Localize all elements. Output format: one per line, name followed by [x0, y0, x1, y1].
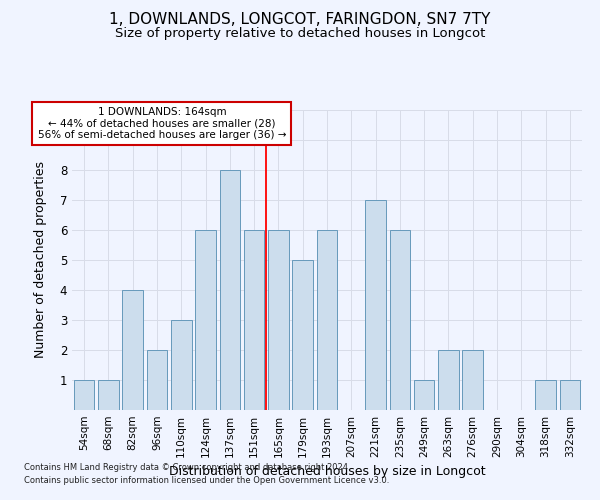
- X-axis label: Distribution of detached houses by size in Longcot: Distribution of detached houses by size …: [169, 466, 485, 478]
- Bar: [74, 380, 94, 410]
- Bar: [268, 230, 289, 410]
- Bar: [220, 170, 240, 410]
- Text: 1 DOWNLANDS: 164sqm
← 44% of detached houses are smaller (28)
56% of semi-detach: 1 DOWNLANDS: 164sqm ← 44% of detached ho…: [38, 107, 286, 140]
- Bar: [171, 320, 191, 410]
- Bar: [365, 200, 386, 410]
- Bar: [146, 350, 167, 410]
- Bar: [438, 350, 459, 410]
- Bar: [244, 230, 265, 410]
- Bar: [122, 290, 143, 410]
- Bar: [292, 260, 313, 410]
- Bar: [195, 230, 216, 410]
- Bar: [389, 230, 410, 410]
- Text: Contains public sector information licensed under the Open Government Licence v3: Contains public sector information licen…: [24, 476, 389, 485]
- Bar: [560, 380, 580, 410]
- Text: Size of property relative to detached houses in Longcot: Size of property relative to detached ho…: [115, 28, 485, 40]
- Bar: [535, 380, 556, 410]
- Y-axis label: Number of detached properties: Number of detached properties: [34, 162, 47, 358]
- Text: Contains HM Land Registry data © Crown copyright and database right 2024.: Contains HM Land Registry data © Crown c…: [24, 464, 350, 472]
- Bar: [98, 380, 119, 410]
- Bar: [463, 350, 483, 410]
- Text: 1, DOWNLANDS, LONGCOT, FARINGDON, SN7 7TY: 1, DOWNLANDS, LONGCOT, FARINGDON, SN7 7T…: [109, 12, 491, 28]
- Bar: [317, 230, 337, 410]
- Bar: [414, 380, 434, 410]
